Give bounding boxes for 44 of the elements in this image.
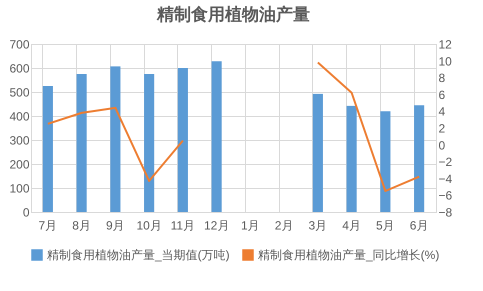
y2-tick-label: 8 — [438, 71, 446, 86]
bar — [144, 74, 154, 212]
x-tick-label: 11月 — [170, 218, 196, 232]
y2-tick-label: 0 — [438, 138, 446, 152]
y-tick-label: 200 — [9, 158, 30, 172]
x-tick-label: 6月 — [410, 218, 428, 232]
y2-tick-label: 6 — [438, 88, 446, 102]
x-tick-label: 2月 — [274, 218, 294, 232]
chart-title: 精制食用植物油产量 — [156, 5, 310, 24]
x-tick-label: 12月 — [204, 218, 230, 232]
legend-label: 精制食用植物油产量_当期值(万吨) — [47, 248, 230, 262]
y2-tick-label: −4 — [438, 172, 453, 186]
y-tick-label: 500 — [9, 86, 30, 100]
x-tick-label: 9月 — [106, 218, 125, 232]
y-tick-label: 400 — [9, 110, 30, 124]
bar — [212, 61, 222, 212]
x-tick-label: 7月 — [38, 218, 58, 232]
bar — [42, 86, 53, 212]
x-tick-label: 4月 — [342, 218, 361, 232]
y2-tick-label: 12 — [438, 38, 452, 52]
y-tick-label: 600 — [9, 62, 30, 76]
y2-tick-label: −2 — [438, 155, 453, 170]
bar — [312, 94, 323, 212]
y-tick-label: 700 — [9, 38, 30, 52]
bar — [178, 68, 188, 212]
bar — [110, 66, 120, 212]
y2-tick-label: −6 — [438, 188, 453, 203]
x-tick-label: 3月 — [308, 218, 328, 232]
y2-tick-label: 4 — [438, 104, 446, 119]
x-tick-label: 1月 — [241, 218, 260, 232]
y-tick-label: 300 — [9, 134, 30, 148]
legend-label: 精制食用植物油产量_同比增长(%) — [258, 248, 440, 262]
y-tick-label: 0 — [22, 206, 30, 220]
x-tick-label: 8月 — [72, 218, 91, 232]
bar — [380, 111, 390, 212]
bar — [414, 105, 424, 212]
bar — [346, 106, 357, 212]
y2-tick-label: 10 — [438, 54, 452, 68]
bar — [76, 74, 87, 212]
x-tick-label: 5月 — [376, 218, 395, 232]
x-tick-label: 10月 — [136, 218, 162, 232]
y2-tick-label: 2 — [438, 122, 446, 136]
y2-tick-label: −8 — [438, 206, 453, 220]
y-tick-label: 100 — [9, 182, 30, 196]
